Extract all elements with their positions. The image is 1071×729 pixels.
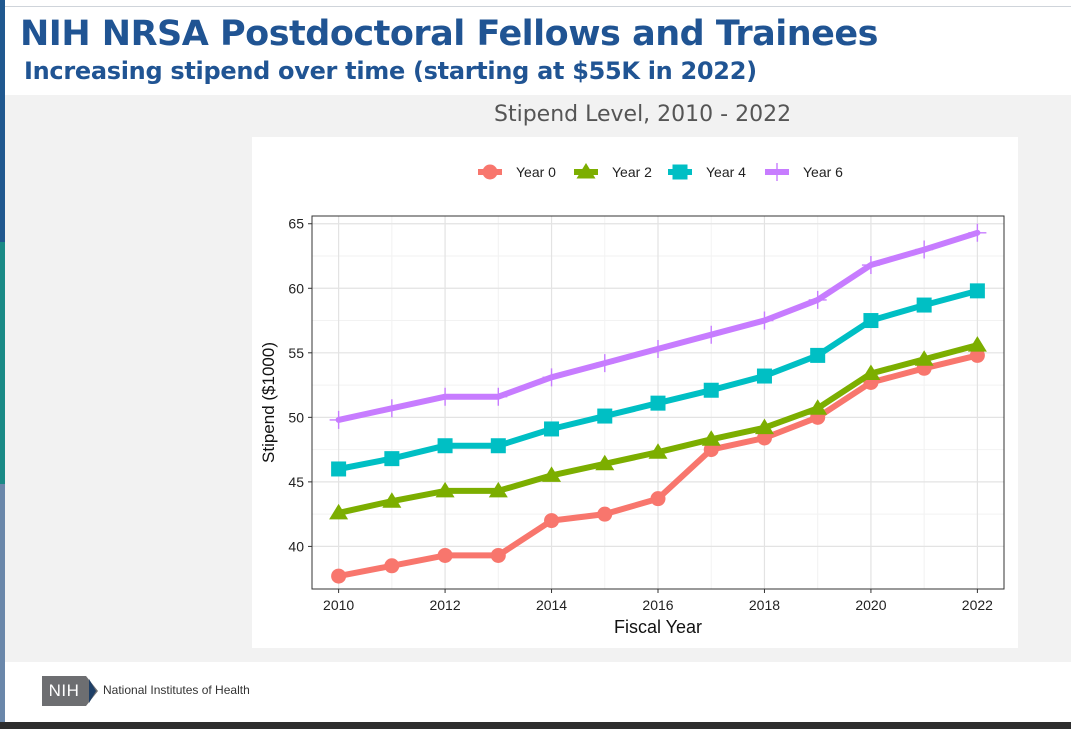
x-tick-label: 2010 (323, 597, 354, 613)
data-point-year-2 (701, 430, 721, 446)
legend-key-year-0-marker (482, 164, 498, 180)
y-tick-label: 45 (288, 474, 304, 490)
axes-layer: 2010 2012 2014 2016 2018 2020 2022 40 45 50 55 60 65… (259, 216, 993, 637)
series-layer (329, 223, 987, 584)
x-tick-label: 2020 (855, 597, 886, 613)
data-point-year-6 (436, 387, 455, 406)
data-point-year-4 (756, 368, 772, 384)
data-point-year-4 (597, 408, 613, 424)
nih-logo: NIH (42, 676, 86, 706)
data-point-year-4 (863, 313, 879, 329)
accent-strip-middle (0, 242, 5, 484)
data-point-year-6 (329, 410, 348, 429)
data-point-year-2 (648, 443, 668, 459)
data-point-year-0 (703, 442, 719, 458)
nih-logo-arrow-inner (89, 679, 96, 703)
x-tick-label: 2014 (536, 597, 567, 613)
data-point-year-2 (488, 481, 508, 498)
bottom-bar (0, 722, 1071, 729)
slide-title: NIH NRSA Postdoctoral Fellows and Traine… (20, 14, 878, 54)
data-point-year-6 (861, 256, 880, 275)
y-tick-label: 60 (288, 280, 304, 296)
data-point-year-4 (331, 461, 347, 477)
y-tick-label: 55 (288, 345, 304, 361)
y-tick-label: 50 (288, 409, 304, 425)
data-point-year-0 (331, 568, 347, 584)
x-tick-label: 2022 (962, 597, 993, 613)
legend-label: Year 6 (803, 164, 843, 180)
data-point-year-0 (437, 547, 453, 563)
data-point-year-4 (916, 297, 932, 313)
legend-label: Year 2 (612, 164, 652, 180)
data-point-year-2 (861, 364, 881, 380)
footer (5, 662, 1071, 722)
data-point-year-6 (915, 240, 934, 259)
data-point-year-4 (703, 382, 719, 398)
line-chart: 2010 2012 2014 2016 2018 2020 2022 40 45 50 55 60 65… (259, 163, 1005, 637)
legend-key-year-2-marker (576, 163, 596, 179)
data-point-year-2 (754, 418, 774, 435)
y-tick-label: 65 (288, 216, 304, 232)
data-point-year-2 (914, 350, 934, 366)
data-point-year-2 (382, 492, 402, 508)
data-point-year-6 (968, 223, 987, 242)
data-point-year-6 (755, 311, 774, 330)
data-point-year-6 (702, 325, 721, 344)
header-band (5, 7, 1071, 95)
data-point-year-4 (810, 347, 826, 363)
data-point-year-6 (808, 290, 827, 309)
y-axis-title: Stipend ($1000) (259, 342, 278, 463)
data-point-year-2 (808, 399, 828, 415)
slide-subtitle: Increasing stipend over time (starting a… (24, 57, 757, 85)
data-point-year-6 (382, 399, 401, 418)
accent-strip-top (0, 0, 5, 242)
data-point-year-2 (542, 466, 562, 482)
nih-org-name: National Institutes of Health (103, 683, 250, 697)
y-tick-label: 40 (288, 538, 304, 554)
legend-label: Year 0 (516, 164, 556, 180)
x-axis-title: Fiscal Year (614, 617, 702, 637)
data-point-year-6 (542, 368, 561, 387)
x-tick-label: 2012 (429, 597, 460, 613)
data-point-year-0 (756, 430, 772, 446)
data-point-year-2 (435, 481, 455, 498)
data-point-year-0 (490, 547, 506, 563)
data-point-year-0 (544, 513, 560, 529)
data-point-year-6 (649, 339, 667, 358)
top-divider (0, 6, 1071, 7)
legend: Year 0 Year 2 Year 4 Year 6 (478, 163, 843, 181)
x-tick-label: 2016 (642, 597, 673, 613)
data-point-year-4 (650, 395, 666, 411)
data-point-year-4 (544, 421, 560, 437)
data-point-year-4 (384, 451, 400, 467)
data-point-year-0 (597, 506, 613, 522)
data-point-year-4 (437, 438, 453, 454)
data-point-year-6 (489, 387, 508, 406)
data-point-year-4 (490, 438, 506, 454)
data-point-year-0 (384, 558, 400, 574)
data-point-year-6 (595, 354, 614, 373)
legend-key-year-4-marker (672, 164, 688, 180)
legend-key-year-6-marker (768, 163, 786, 181)
data-point-year-2 (595, 454, 615, 471)
x-tick-label: 2018 (749, 597, 780, 613)
chart-title: Stipend Level, 2010 - 2022 (494, 102, 792, 127)
data-point-year-0 (969, 347, 985, 363)
legend-label: Year 4 (706, 164, 746, 180)
top-bar (0, 0, 1071, 7)
data-point-year-2 (967, 336, 987, 352)
data-point-year-0 (650, 491, 666, 507)
data-point-year-2 (329, 503, 349, 520)
accent-strip-bottom (0, 484, 5, 729)
data-point-year-4 (969, 283, 985, 299)
chart-panel: 2010 2012 2014 2016 2018 2020 2022 40 45 50 55 60 65… (252, 137, 1018, 648)
